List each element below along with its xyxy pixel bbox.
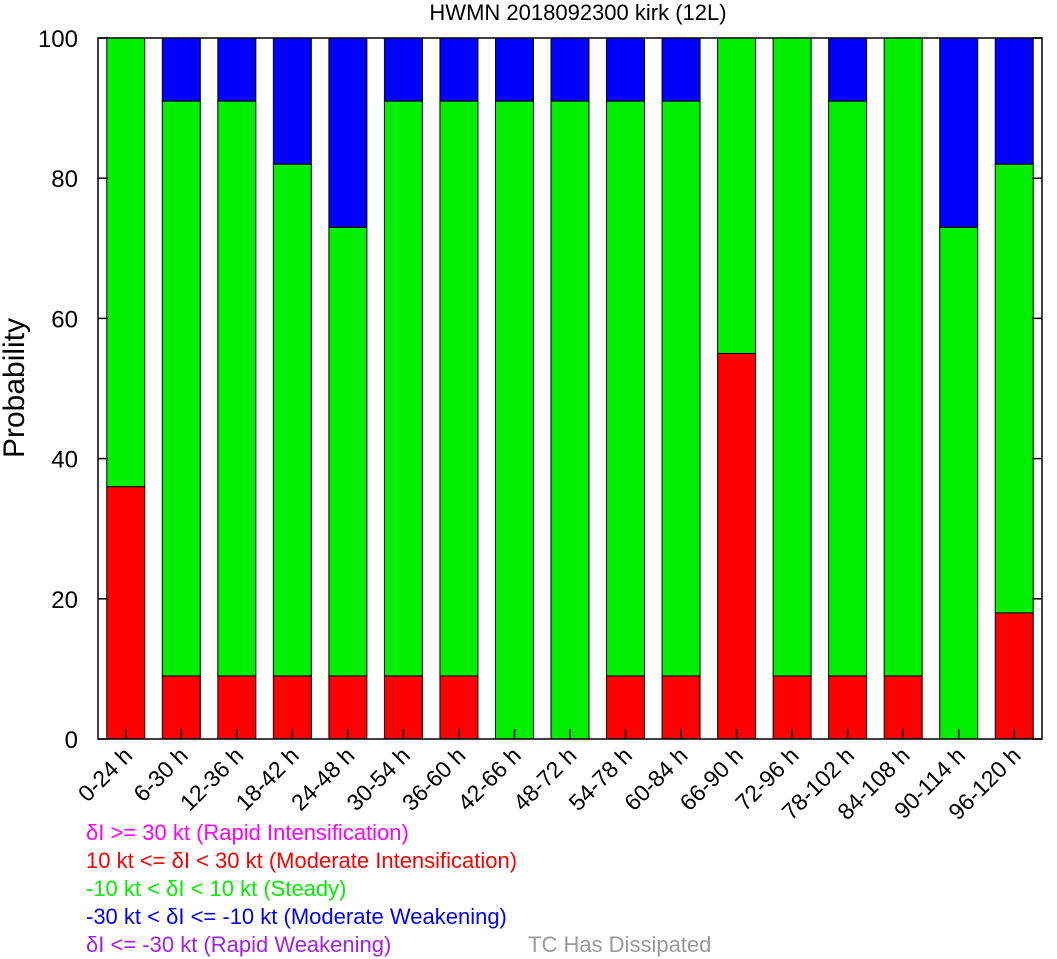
bar-segment <box>661 100 701 677</box>
bar-segment <box>217 37 257 102</box>
bar-segment <box>328 226 368 677</box>
y-tick-label: 0 <box>65 727 78 754</box>
bar-segment <box>661 675 701 740</box>
y-tick-label: 80 <box>51 166 78 193</box>
bar-segment <box>161 100 201 677</box>
bar-segment <box>439 675 479 740</box>
chart-title: HWMN 2018092300 kirk (12L) <box>429 0 726 25</box>
bar-segment <box>994 163 1034 614</box>
bar-segment <box>994 612 1034 740</box>
bar-segment <box>161 675 201 740</box>
bar-segment <box>383 37 423 102</box>
legend-rapid-weakening: δI <= -30 kt (Rapid Weakening) <box>86 932 392 957</box>
y-tick-label: 20 <box>51 587 78 614</box>
bar-segment <box>828 675 868 740</box>
bar-segment <box>772 37 812 677</box>
bar-segment <box>439 100 479 677</box>
bar-segment <box>550 100 590 740</box>
bar-segment <box>161 37 201 102</box>
bar-segment <box>550 37 590 102</box>
bar-segment <box>272 37 312 165</box>
bar-segment <box>106 37 146 488</box>
bar-segment <box>272 163 312 677</box>
bar-segment <box>828 37 868 102</box>
bar-segment <box>883 675 923 740</box>
bar-segment <box>328 37 368 228</box>
bar-segment <box>939 37 979 228</box>
x-tick-label: 0-24 h <box>73 742 138 807</box>
bar-segment <box>939 226 979 740</box>
bar-segment <box>606 100 646 677</box>
legend-steady: -10 kt < δI < 10 kt (Steady) <box>86 876 347 901</box>
y-tick-label: 100 <box>38 26 78 53</box>
bar-segment <box>828 100 868 677</box>
bar-segment <box>661 37 701 102</box>
bar-segment <box>994 37 1034 165</box>
bar-segment <box>383 100 423 677</box>
bar-segment <box>494 100 534 740</box>
y-axis-label: Probability <box>0 318 31 458</box>
bar-group <box>106 37 1034 740</box>
legend-moderate-weakening: -30 kt < δI <= -10 kt (Moderate Weakenin… <box>86 904 507 929</box>
legend-tc-dissipated: TC Has Dissipated <box>528 932 712 957</box>
bar-segment <box>217 100 257 677</box>
y-tick-label: 40 <box>51 447 78 474</box>
bar-segment <box>217 675 257 740</box>
bar-segment <box>606 37 646 102</box>
bar-segment <box>717 37 757 354</box>
bar-segment <box>328 675 368 740</box>
legend-moderate-intensification: 10 kt <= δI < 30 kt (Moderate Intensific… <box>86 848 518 873</box>
bar-segment <box>106 486 146 740</box>
bar-segment <box>439 37 479 102</box>
legend-rapid-intensification: δI >= 30 kt (Rapid Intensification) <box>86 820 409 845</box>
bar-segment <box>717 352 757 740</box>
bar-segment <box>494 37 534 102</box>
y-tick-label: 60 <box>51 306 78 333</box>
bar-segment <box>883 37 923 677</box>
plot-frame <box>97 37 1043 740</box>
